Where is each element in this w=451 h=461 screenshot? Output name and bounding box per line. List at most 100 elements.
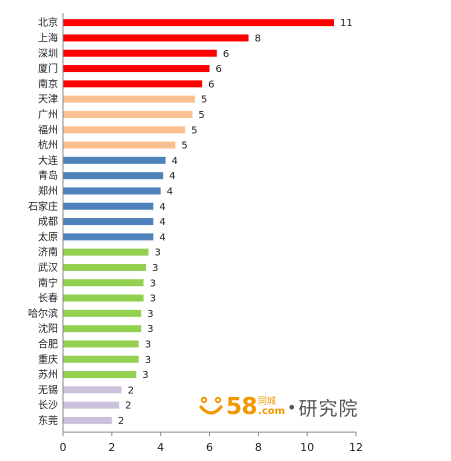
value-label: 3: [145, 355, 151, 366]
x-tick-label: 0: [60, 441, 67, 454]
value-label: 2: [118, 416, 124, 427]
x-tick-label: 2: [108, 441, 115, 454]
bar: [63, 202, 154, 210]
x-tick-label: 8: [255, 441, 262, 454]
category-label: 长沙: [38, 400, 58, 412]
bar: [63, 248, 149, 256]
bar: [63, 65, 210, 73]
58-tongcheng-institute-logo: 58 同城 .com • 研究院: [198, 392, 359, 422]
value-label: 6: [216, 64, 222, 75]
bar: [63, 355, 139, 363]
value-label: 3: [145, 339, 151, 350]
category-label: 福州: [38, 123, 58, 136]
logo-number: 58: [226, 394, 258, 420]
value-label: 3: [154, 248, 160, 259]
category-label: 大连: [38, 154, 58, 167]
x-tick-label: 6: [206, 441, 213, 454]
bar: [63, 233, 154, 241]
value-label: 3: [152, 263, 158, 274]
category-label: 厦门: [38, 62, 58, 75]
value-label: 5: [191, 125, 197, 136]
bar: [63, 294, 144, 302]
bar: [63, 279, 144, 287]
category-label: 武汉: [38, 261, 58, 274]
value-label: 3: [147, 324, 153, 335]
bar: [63, 340, 139, 348]
category-label: 合肥: [38, 337, 58, 350]
logo-institute: 研究院: [298, 397, 359, 420]
category-label: 成都: [38, 216, 58, 228]
bar: [63, 126, 186, 134]
category-label: 北京: [38, 16, 58, 29]
value-label: 5: [198, 110, 204, 121]
category-label: 苏州: [38, 368, 58, 381]
bars-group: [63, 19, 335, 424]
category-label: 杭州: [38, 139, 58, 152]
logo-side-text: 同城 .com: [258, 396, 285, 417]
value-label: 6: [208, 79, 214, 90]
bar: [63, 34, 249, 42]
bar: [63, 263, 147, 271]
category-label: 南宁: [38, 276, 58, 289]
value-label: 11: [340, 18, 353, 29]
bar: [63, 218, 154, 226]
value-label: 5: [201, 95, 207, 106]
bar: [63, 386, 122, 394]
bar: [63, 156, 166, 164]
bar: [63, 401, 120, 409]
value-label: 4: [159, 202, 165, 213]
mascot-icon: [199, 396, 223, 415]
value-label: 5: [181, 141, 187, 152]
bar: [63, 141, 176, 149]
bar: [63, 80, 203, 88]
category-label: 青岛: [38, 169, 58, 182]
value-label: 3: [147, 309, 153, 320]
value-label: 3: [142, 370, 148, 381]
bar: [63, 110, 193, 118]
bar: [63, 309, 142, 317]
value-label: 4: [172, 156, 178, 167]
category-label: 重庆: [38, 353, 58, 366]
value-label: 4: [159, 232, 165, 243]
x-tick-label: 10: [300, 441, 314, 454]
value-label: 4: [167, 186, 173, 197]
category-label: 广州: [38, 109, 58, 121]
bar: [63, 416, 112, 424]
value-label: 6: [223, 49, 229, 60]
category-label: 济南: [38, 246, 58, 259]
x-tick-label: 4: [157, 441, 164, 454]
category-label: 长春: [38, 293, 58, 305]
category-label: 上海: [38, 31, 58, 44]
logo-tongcheng: 同城: [258, 396, 277, 407]
category-label: 郑州: [38, 184, 58, 197]
category-label: 沈阳: [38, 322, 58, 335]
bar: [63, 325, 142, 333]
x-axis-ticks: 0 2 4 6 8 10 12: [60, 432, 363, 454]
category-label: 东莞: [38, 414, 58, 427]
bar: [63, 187, 161, 195]
category-label: 石家庄: [28, 200, 58, 213]
value-label: 4: [159, 217, 165, 228]
bar: [63, 49, 217, 57]
value-label: 3: [150, 278, 156, 289]
x-tick-label: 12: [349, 441, 363, 454]
bar: [63, 95, 195, 103]
value-label: 2: [128, 385, 134, 396]
value-label: 3: [150, 294, 156, 305]
category-label: 深圳: [38, 48, 58, 60]
value-label: 2: [125, 401, 131, 412]
value-label: 4: [169, 171, 175, 182]
category-label: 南京: [38, 77, 58, 90]
category-label: 无锡: [38, 383, 58, 396]
category-labels: 北京上海深圳厦门南京天津广州福州杭州大连青岛郑州石家庄成都太原济南武汉南宁长春哈…: [28, 16, 58, 427]
value-label: 8: [255, 33, 261, 44]
category-label: 哈尔滨: [28, 307, 58, 320]
category-label: 太原: [38, 230, 58, 243]
bar: [63, 371, 137, 379]
logo-separator-dot: •: [287, 397, 297, 417]
bar: [63, 19, 335, 27]
bar: [63, 172, 164, 180]
category-label: 天津: [38, 94, 58, 106]
